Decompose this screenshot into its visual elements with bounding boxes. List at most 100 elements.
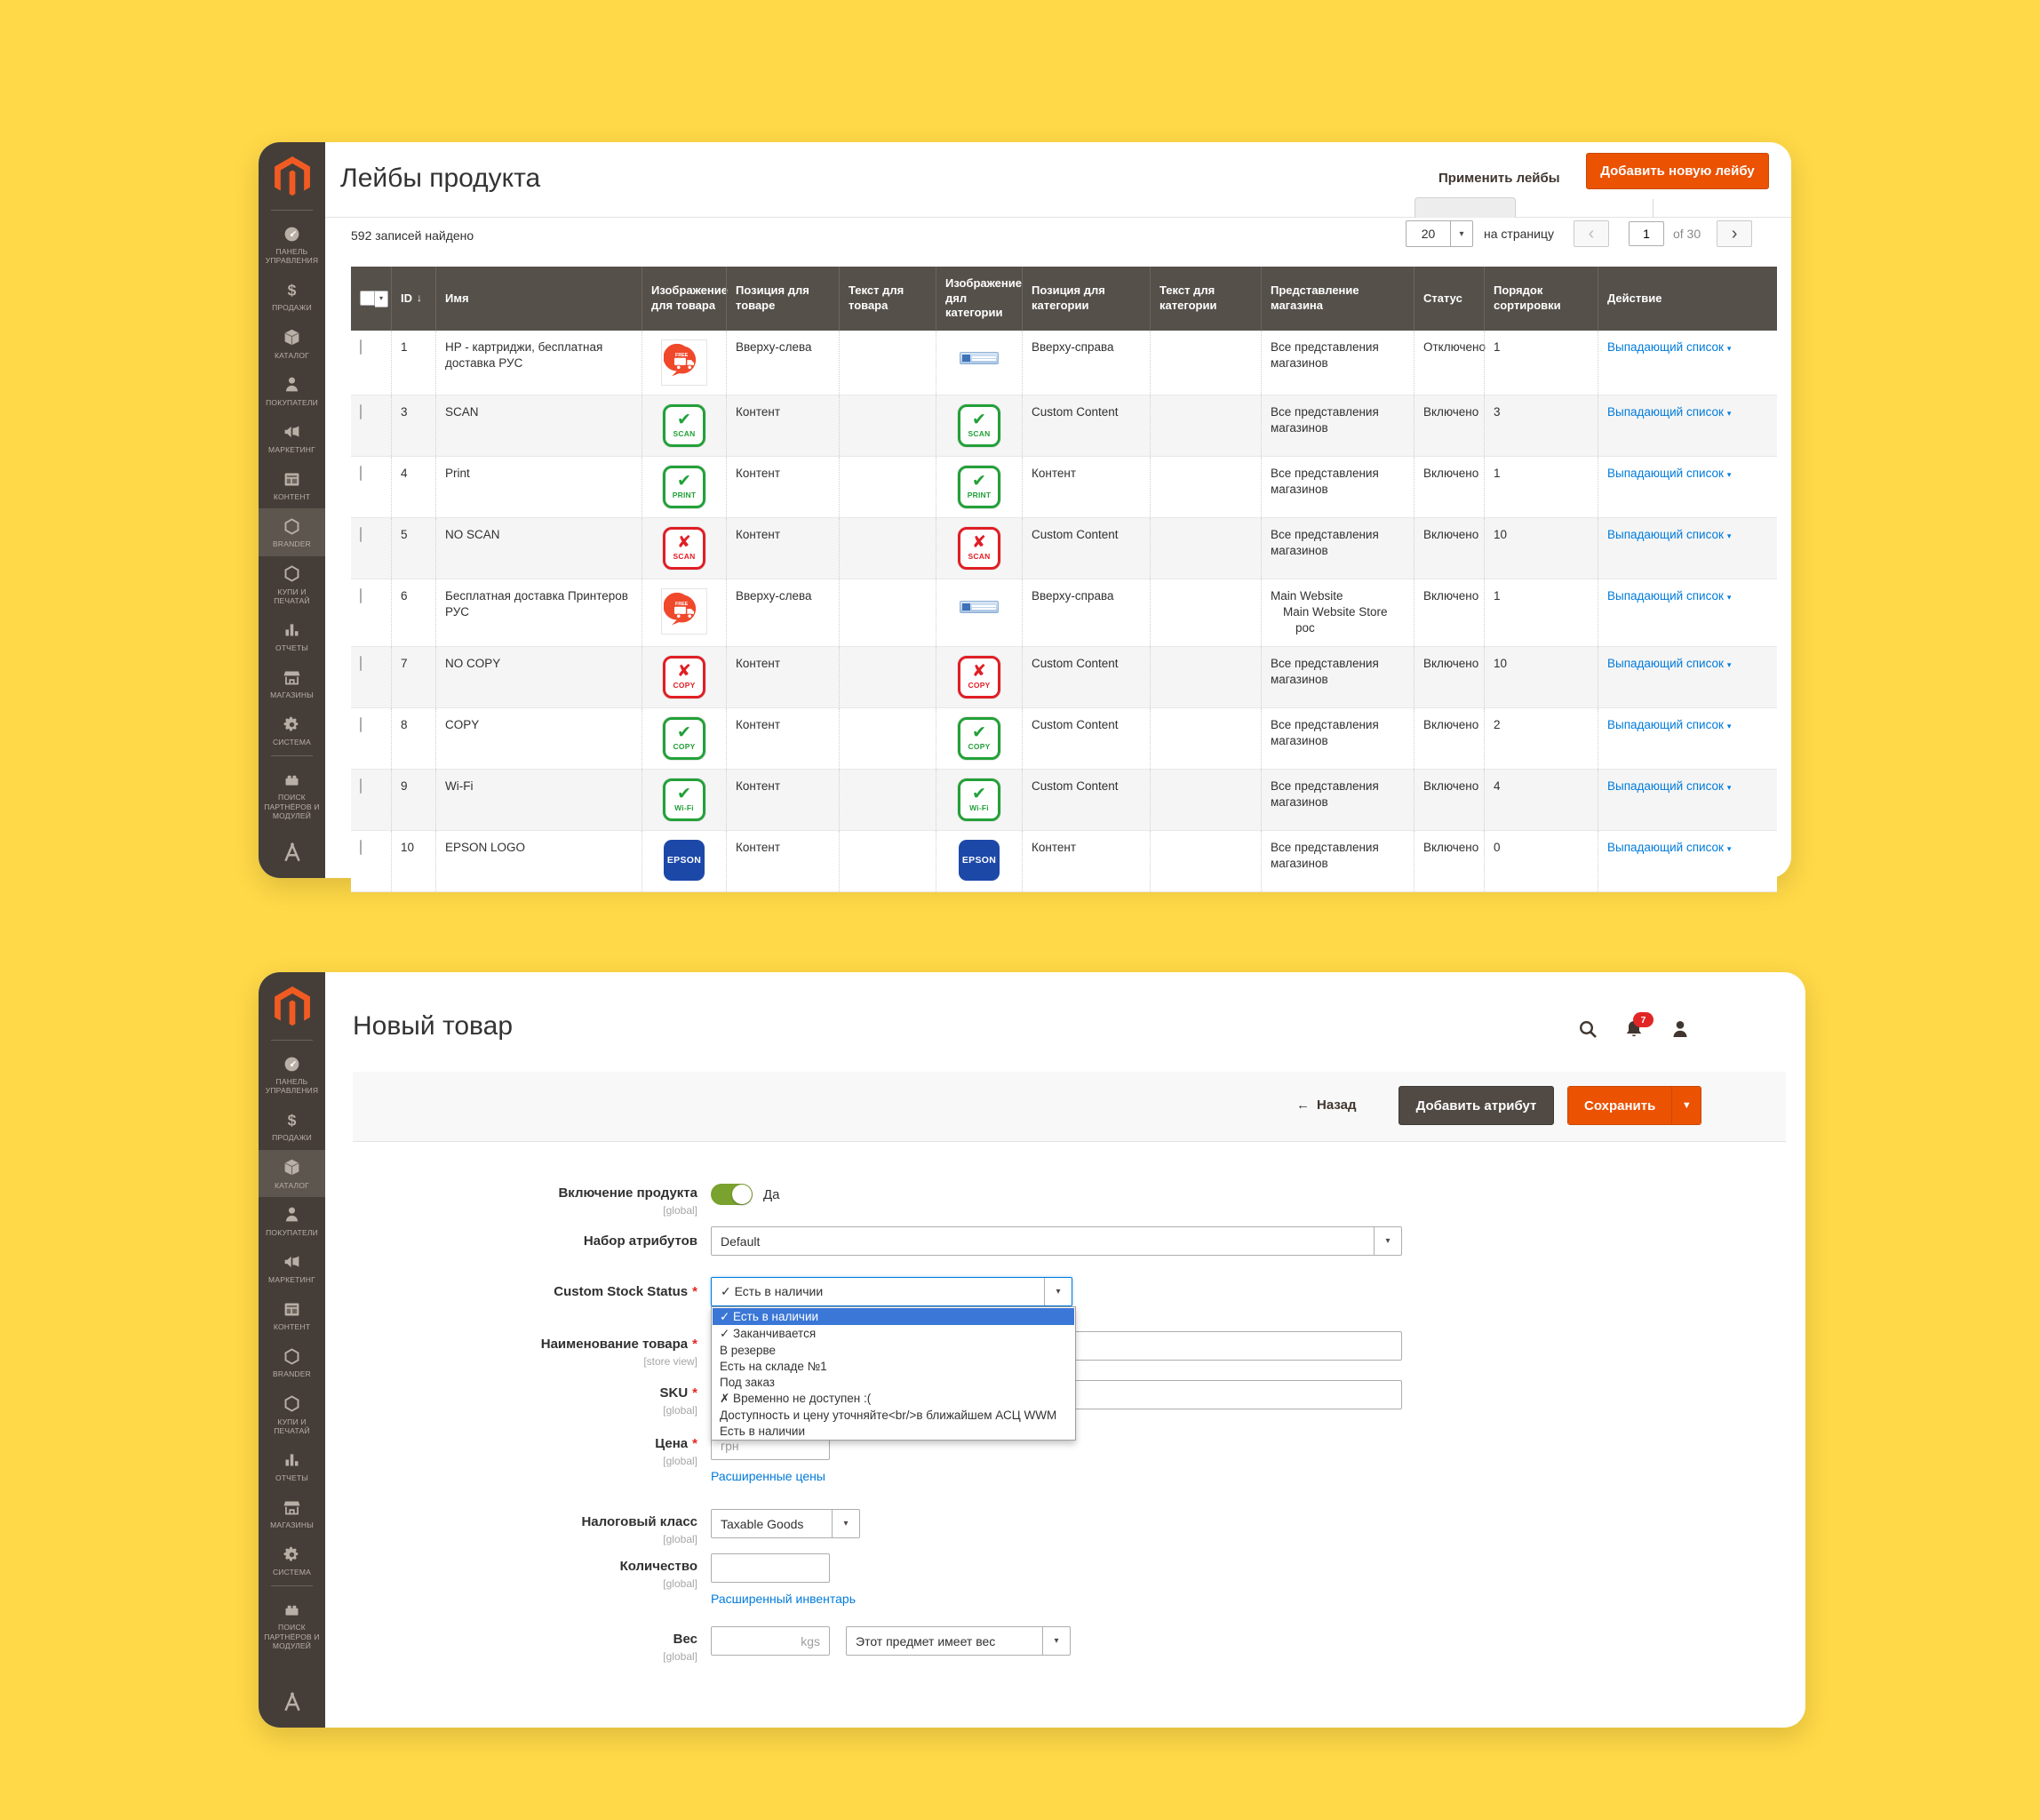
search-icon[interactable] bbox=[1577, 1018, 1598, 1040]
row-checkbox[interactable] bbox=[360, 716, 362, 732]
weight-input[interactable]: kgs bbox=[711, 1626, 830, 1656]
user-account-icon[interactable] bbox=[1669, 1018, 1691, 1040]
column-header[interactable]: ID ↓ bbox=[391, 267, 435, 331]
quantity-input[interactable] bbox=[711, 1553, 830, 1583]
column-header[interactable]: Текст для категории bbox=[1150, 267, 1261, 331]
notifications-bell-icon[interactable]: 7 bbox=[1623, 1012, 1654, 1040]
category-banner-icon bbox=[960, 352, 999, 364]
column-header[interactable]: Статус bbox=[1414, 267, 1484, 331]
free-shipping-truck-icon: FREE bbox=[661, 588, 707, 635]
toggle-value-label: Да bbox=[763, 1187, 780, 1202]
row-checkbox[interactable] bbox=[360, 527, 362, 542]
sidebar-item-stores[interactable]: МАГАЗИНЫ bbox=[259, 659, 325, 706]
sidebar-item-buy-print[interactable]: КУПИ И ПЕЧАТАЙ bbox=[259, 1386, 325, 1442]
advanced-pricing-link[interactable]: Расширенные цены bbox=[711, 1469, 825, 1483]
column-header[interactable]: Имя bbox=[435, 267, 641, 331]
sidebar-item-sales[interactable]: $ ПРОДАЖИ bbox=[272, 1111, 312, 1143]
prev-page-button[interactable]: ‹ bbox=[1573, 220, 1609, 247]
cell-name: NO SCAN bbox=[435, 518, 641, 579]
sidebar-item-stores[interactable]: МАГАЗИНЫ bbox=[259, 1489, 325, 1537]
sidebar-item-partners[interactable]: ПОИСК ПАРТНЁРОВ И МОДУЛЕЙ bbox=[259, 762, 325, 827]
stock-status-option[interactable]: Доступность и цену уточняйте<br/>в ближа… bbox=[720, 1408, 1057, 1422]
sidebar-item-brander[interactable]: BRANDER bbox=[259, 1338, 325, 1385]
sidebar-item-catalog[interactable]: КАТАЛОГ bbox=[259, 320, 325, 367]
save-options-chevron-icon[interactable]: ▼ bbox=[1671, 1087, 1701, 1124]
price-currency-label: грн bbox=[721, 1438, 739, 1453]
row-action-dropdown[interactable]: Выпадающий список ▾ bbox=[1607, 840, 1732, 854]
stock-status-select[interactable]: ✓ Есть в наличии ▾ bbox=[711, 1277, 1072, 1306]
tax-class-select[interactable]: Taxable Goods ▾ bbox=[711, 1509, 860, 1538]
column-header[interactable]: Представление магазина bbox=[1261, 267, 1414, 331]
row-action-dropdown[interactable]: Выпадающий список ▾ bbox=[1607, 467, 1732, 480]
cell-product-image: ✔ SCAN bbox=[641, 395, 726, 456]
apply-labels-button[interactable]: Применить лейбы bbox=[1433, 162, 1566, 194]
row-action-dropdown[interactable]: Выпадающий список ▾ bbox=[1607, 717, 1732, 731]
system-icon bbox=[283, 714, 301, 734]
page-input[interactable] bbox=[1628, 221, 1664, 246]
column-header[interactable]: Позиция для товаре bbox=[726, 267, 839, 331]
cell-category-text bbox=[1150, 707, 1261, 769]
sidebar-item-dashboard[interactable]: ПАНЕЛЬ УПРАВЛЕНИЯ bbox=[259, 216, 325, 272]
row-action-dropdown[interactable]: Выпадающий список ▾ bbox=[1607, 656, 1732, 670]
sidebar-item-reports[interactable]: ОТЧЕТЫ bbox=[259, 1442, 325, 1489]
sidebar-item-sales[interactable]: $ ПРОДАЖИ bbox=[272, 281, 312, 313]
row-action-dropdown[interactable]: Выпадающий список ▾ bbox=[1607, 778, 1732, 793]
add-new-label-button[interactable]: Добавить новую лейбу bbox=[1586, 153, 1769, 189]
sidebar-item-reports[interactable]: ОТЧЕТЫ bbox=[259, 612, 325, 659]
sidebar-item-buy-print[interactable]: КУПИ И ПЕЧАТАЙ bbox=[259, 556, 325, 612]
sidebar-item-system[interactable]: СИСТЕМА bbox=[259, 706, 325, 754]
row-action-dropdown[interactable]: Выпадающий список ▾ bbox=[1607, 405, 1732, 419]
stock-status-option[interactable]: Есть в наличии bbox=[720, 1424, 805, 1438]
row-checkbox[interactable] bbox=[360, 655, 362, 671]
select-all-checkbox[interactable]: ▾ bbox=[360, 290, 388, 307]
row-checkbox[interactable] bbox=[360, 466, 362, 481]
stock-status-option[interactable]: Есть на складе №1 bbox=[720, 1359, 827, 1373]
row-checkbox[interactable] bbox=[360, 839, 362, 855]
sidebar-item-content[interactable]: КОНТЕНТ bbox=[259, 461, 325, 508]
weight-type-select[interactable]: Этот предмет имеет вес ▾ bbox=[846, 1626, 1071, 1656]
chevron-down-icon: ▾ bbox=[1726, 531, 1732, 540]
advanced-inventory-link[interactable]: Расширенный инвентарь bbox=[711, 1592, 856, 1606]
sidebar-item-catalog[interactable]: КАТАЛОГ bbox=[259, 1149, 325, 1197]
sidebar-item-customers[interactable]: ПОКУПАТЕЛИ bbox=[259, 1197, 325, 1244]
row-checkbox[interactable] bbox=[360, 778, 362, 794]
cell-sort-order: 4 bbox=[1484, 769, 1598, 830]
row-checkbox[interactable] bbox=[360, 404, 362, 419]
row-checkbox[interactable] bbox=[360, 339, 362, 355]
next-page-button[interactable]: › bbox=[1717, 220, 1753, 247]
column-header[interactable]: Действие bbox=[1598, 267, 1777, 331]
column-header[interactable]: Текст для товара bbox=[839, 267, 936, 331]
row-checkbox[interactable] bbox=[360, 588, 362, 603]
sidebar-item-brander[interactable]: BRANDER bbox=[259, 508, 325, 556]
column-header[interactable]: Изображение для товара bbox=[641, 267, 728, 331]
per-page-select[interactable]: 20 ▾ bbox=[1406, 220, 1473, 247]
sidebar-item-partners[interactable]: ПОИСК ПАРТНЁРОВ И МОДУЛЕЙ bbox=[259, 1592, 325, 1657]
cell-sort-order: 1 bbox=[1484, 457, 1598, 517]
row-action-dropdown[interactable]: Выпадающий список ▾ bbox=[1607, 340, 1732, 354]
stock-status-option[interactable]: ✗ Временно не доступен :( bbox=[720, 1391, 872, 1405]
stock-status-option[interactable]: ✓ Есть в наличии bbox=[713, 1308, 1074, 1325]
sidebar-item-dashboard[interactable]: ПАНЕЛЬ УПРАВЛЕНИЯ bbox=[259, 1046, 325, 1102]
product-enabled-toggle[interactable] bbox=[711, 1184, 753, 1205]
stock-status-option[interactable]: ✓ Заканчивается bbox=[720, 1326, 817, 1340]
cell-sort-order: 10 bbox=[1484, 646, 1598, 707]
back-button[interactable]: ← Назад bbox=[1296, 1098, 1357, 1113]
column-header[interactable]: Изображение дял категории bbox=[936, 267, 1022, 331]
sidebar-item-marketing[interactable]: МАРКЕТИНГ bbox=[259, 414, 325, 461]
field-label-tax-class: Налоговый класс [global] bbox=[581, 1514, 697, 1545]
save-button[interactable]: Сохранить bbox=[1568, 1087, 1672, 1124]
stock-status-option[interactable]: Под заказ bbox=[720, 1375, 775, 1389]
add-attribute-button[interactable]: Добавить атрибут bbox=[1399, 1086, 1554, 1125]
column-header[interactable]: Порядок сортировки bbox=[1484, 267, 1598, 331]
row-action-dropdown[interactable]: Выпадающий список ▾ bbox=[1607, 528, 1732, 541]
sidebar-item-marketing[interactable]: МАРКЕТИНГ bbox=[259, 1244, 325, 1291]
row-action-dropdown[interactable]: Выпадающий список ▾ bbox=[1607, 589, 1732, 603]
chevron-down-icon: ▾ bbox=[1044, 1278, 1072, 1305]
sidebar-item-system[interactable]: СИСТЕМА bbox=[259, 1537, 325, 1584]
marketing-icon bbox=[283, 1252, 301, 1272]
stock-status-option[interactable]: В резерве bbox=[720, 1343, 777, 1357]
sidebar-item-content[interactable]: КОНТЕНТ bbox=[259, 1291, 325, 1338]
attribute-set-select[interactable]: Default ▾ bbox=[711, 1226, 1402, 1256]
column-header[interactable]: Позиция для категории bbox=[1022, 267, 1150, 331]
sidebar-item-customers[interactable]: ПОКУПАТЕЛИ bbox=[259, 367, 325, 414]
